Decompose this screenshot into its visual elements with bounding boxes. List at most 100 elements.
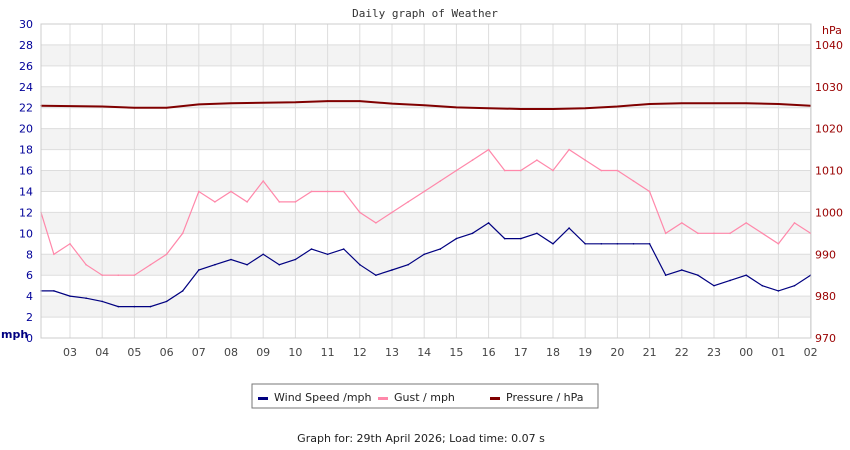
data-point xyxy=(407,201,409,203)
x-tick-label: 02 xyxy=(804,346,818,359)
data-point xyxy=(648,190,651,193)
data-point xyxy=(584,243,586,245)
data-point xyxy=(342,248,345,250)
data-point xyxy=(520,237,522,240)
left-tick-label: 6 xyxy=(26,269,33,282)
data-point xyxy=(713,102,715,104)
data-point xyxy=(246,263,248,266)
data-point xyxy=(697,274,699,277)
data-point xyxy=(85,297,87,300)
data-point xyxy=(536,159,538,161)
data-point xyxy=(53,253,55,256)
data-point xyxy=(53,290,55,292)
left-tick-label: 14 xyxy=(19,185,33,198)
grid-band xyxy=(41,128,811,150)
legend-label: Wind Speed /mph xyxy=(274,391,372,404)
data-point xyxy=(681,102,683,104)
data-point xyxy=(310,248,313,250)
left-tick-label: 24 xyxy=(19,81,33,94)
data-point xyxy=(745,274,747,277)
data-point xyxy=(503,169,506,172)
data-point xyxy=(616,243,619,245)
data-point xyxy=(310,190,313,193)
grid-band xyxy=(41,44,811,66)
data-point xyxy=(375,222,377,224)
data-point xyxy=(664,274,667,277)
grid-band xyxy=(41,296,811,318)
data-point xyxy=(391,211,393,214)
legend-swatch xyxy=(378,397,388,400)
data-point xyxy=(117,305,120,308)
data-point xyxy=(632,243,635,245)
data-point xyxy=(455,237,458,240)
data-point xyxy=(262,253,265,256)
data-point xyxy=(487,148,490,151)
data-point xyxy=(359,100,361,102)
left-tick-label: 10 xyxy=(19,227,33,240)
data-point xyxy=(487,222,490,224)
data-point xyxy=(101,105,103,108)
data-point xyxy=(568,227,570,229)
data-point xyxy=(777,243,780,245)
data-point xyxy=(455,106,458,109)
data-point xyxy=(359,263,361,266)
x-tick-label: 06 xyxy=(160,346,174,359)
data-point xyxy=(230,258,232,261)
data-point xyxy=(165,300,168,303)
footer-text: Graph for: 29th April 2026; Load time: 0… xyxy=(297,432,545,445)
data-point xyxy=(423,190,426,193)
data-point xyxy=(552,243,554,245)
chart-title: Daily graph of Weather xyxy=(352,7,498,20)
left-tick-label: 2 xyxy=(26,311,33,324)
data-point xyxy=(165,253,168,256)
data-point xyxy=(294,258,297,261)
x-tick-label: 21 xyxy=(643,346,657,359)
x-tick-label: 18 xyxy=(546,346,560,359)
data-point xyxy=(69,243,71,245)
data-point xyxy=(600,243,603,245)
data-point xyxy=(69,295,71,297)
data-point xyxy=(552,169,554,172)
data-point xyxy=(326,253,329,256)
right-tick-label: 980 xyxy=(815,290,836,303)
data-point xyxy=(552,108,554,110)
left-tick-label: 8 xyxy=(26,248,33,261)
grid-band xyxy=(41,170,811,192)
data-point xyxy=(681,222,683,224)
left-tick-label: 0 xyxy=(26,332,33,345)
legend-swatch xyxy=(258,397,268,400)
data-point xyxy=(117,274,120,277)
data-point xyxy=(294,101,297,104)
data-point xyxy=(584,107,586,110)
data-point xyxy=(294,201,297,203)
x-tick-label: 05 xyxy=(127,346,141,359)
data-point xyxy=(681,269,683,271)
data-point xyxy=(761,284,764,287)
data-point xyxy=(455,169,458,172)
x-tick-label: 23 xyxy=(707,346,721,359)
left-tick-label: 16 xyxy=(19,165,33,178)
grid-band xyxy=(41,212,811,234)
right-tick-label: 990 xyxy=(815,248,836,261)
left-tick-label: 22 xyxy=(19,102,33,115)
right-axis-unit: hPa xyxy=(822,24,842,37)
x-tick-label: 13 xyxy=(385,346,399,359)
data-point xyxy=(616,105,619,108)
left-tick-label: 4 xyxy=(26,290,33,303)
x-tick-label: 10 xyxy=(288,346,302,359)
data-point xyxy=(761,232,764,235)
data-point xyxy=(664,232,667,235)
right-tick-label: 1020 xyxy=(815,123,843,136)
left-tick-label: 30 xyxy=(19,18,33,31)
data-point xyxy=(745,102,747,104)
right-tick-label: 970 xyxy=(815,332,836,345)
x-tick-label: 12 xyxy=(353,346,367,359)
data-point xyxy=(600,169,603,172)
data-point xyxy=(793,284,796,287)
data-point xyxy=(391,269,393,271)
left-tick-label: 12 xyxy=(19,206,33,219)
data-point xyxy=(745,222,747,224)
data-point xyxy=(439,180,442,182)
data-point xyxy=(520,108,522,110)
